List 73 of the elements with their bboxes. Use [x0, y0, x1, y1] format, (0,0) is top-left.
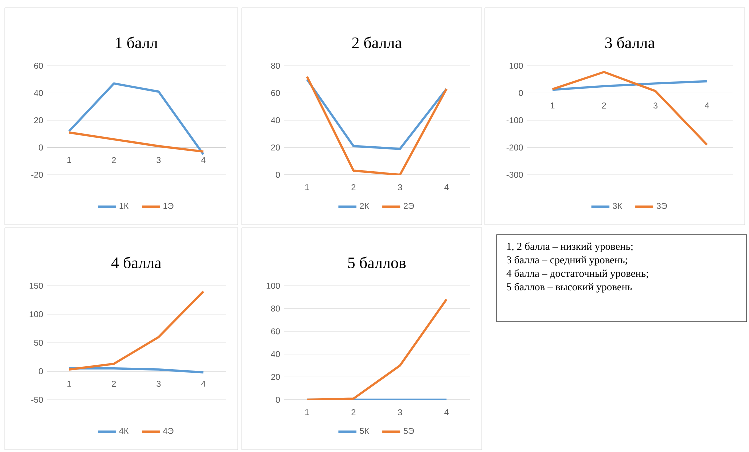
x-tick-label: 3 [654, 102, 658, 109]
x-tick-label: 3 [398, 184, 402, 191]
y-tick-label: -300 [506, 172, 524, 178]
chart-title: 2 балла [352, 36, 402, 48]
y-tick-label: 0 [276, 172, 280, 178]
y-tick-label: 100 [510, 62, 524, 69]
x-tick-label: 2 [352, 410, 356, 416]
x-tick-label: 4 [201, 157, 206, 164]
x-tick-label: 3 [156, 157, 161, 164]
text: 4 балла – достаточный уровень; [506, 270, 648, 280]
y-tick-label: 100 [30, 311, 44, 318]
chart-title: 4 балла [112, 256, 162, 268]
x-tick-label: 4 [705, 102, 710, 109]
legend-label: 5К [360, 428, 370, 434]
x-tick-label: 1 [68, 381, 72, 387]
x-tick-label: 4 [444, 410, 449, 416]
line-series [552, 80, 708, 92]
line-series [68, 132, 205, 153]
x-tick-label: 2 [602, 102, 606, 109]
y-tick-label: 0 [39, 144, 44, 151]
text: 3 балла – средний уровень; [507, 256, 628, 266]
x-tick-label: 3 [156, 381, 161, 388]
y-tick-label: 150 [30, 282, 44, 289]
legend-label: 3К [613, 203, 622, 210]
line-series [306, 78, 448, 150]
y-tick-label: 0 [39, 368, 44, 374]
legend-label: 3Э [656, 203, 668, 210]
y-tick-label: 80 [271, 62, 280, 69]
chart-title: 3 балла [606, 36, 655, 48]
y-tick-label: -200 [506, 144, 524, 151]
y-tick-label: 100 [266, 282, 280, 289]
text: 5 баллов – высокий уровень [507, 283, 632, 293]
x-tick-label: 2 [112, 381, 116, 387]
y-tick-label: 50 [34, 340, 44, 346]
line-series [552, 71, 708, 146]
y-tick-label: 40 [34, 90, 44, 96]
x-tick-label: 4 [444, 184, 449, 190]
legend-label: 1К [120, 203, 129, 210]
x-tick-label: 1 [551, 102, 555, 109]
x-tick-label: 1 [68, 157, 72, 164]
y-tick-label: -100 [506, 117, 524, 124]
y-tick-label: 40 [271, 117, 280, 124]
chart-title: 5 баллов [348, 256, 406, 268]
y-tick-label: 60 [271, 90, 280, 96]
y-tick-label: -20 [32, 172, 44, 178]
y-tick-label: 0 [276, 396, 280, 403]
y-tick-label: 80 [271, 306, 280, 312]
legend-label: 5Э [404, 428, 414, 434]
line-series [306, 76, 448, 175]
y-tick-label: 60 [34, 62, 44, 69]
x-tick-label: 4 [201, 381, 206, 387]
x-tick-label: 2 [352, 184, 356, 190]
line-series [306, 298, 448, 400]
legend-label: 2Э [404, 203, 414, 210]
legend-label: 4К [119, 428, 129, 434]
line-series [68, 290, 205, 371]
text: 1, 2 балла – низкий уровень; [507, 242, 633, 252]
x-tick-label: 3 [398, 410, 402, 416]
y-tick-label: 20 [271, 374, 280, 380]
x-tick-label: 1 [306, 410, 310, 416]
y-tick-label: 20 [34, 117, 44, 124]
x-tick-label: 1 [306, 184, 310, 190]
legend-label: 2К [360, 203, 370, 210]
y-tick-label: 40 [271, 351, 280, 358]
y-tick-label: -50 [32, 396, 44, 403]
chart-title: 1 балл [116, 36, 158, 48]
line-series [68, 82, 205, 156]
legend-label: 1Э [164, 203, 174, 210]
y-tick-label: 20 [271, 144, 280, 151]
y-tick-label: 60 [271, 328, 280, 335]
legend-label: 4Э [163, 428, 174, 434]
y-tick-label: 0 [519, 90, 524, 96]
x-tick-label: 2 [112, 157, 116, 164]
